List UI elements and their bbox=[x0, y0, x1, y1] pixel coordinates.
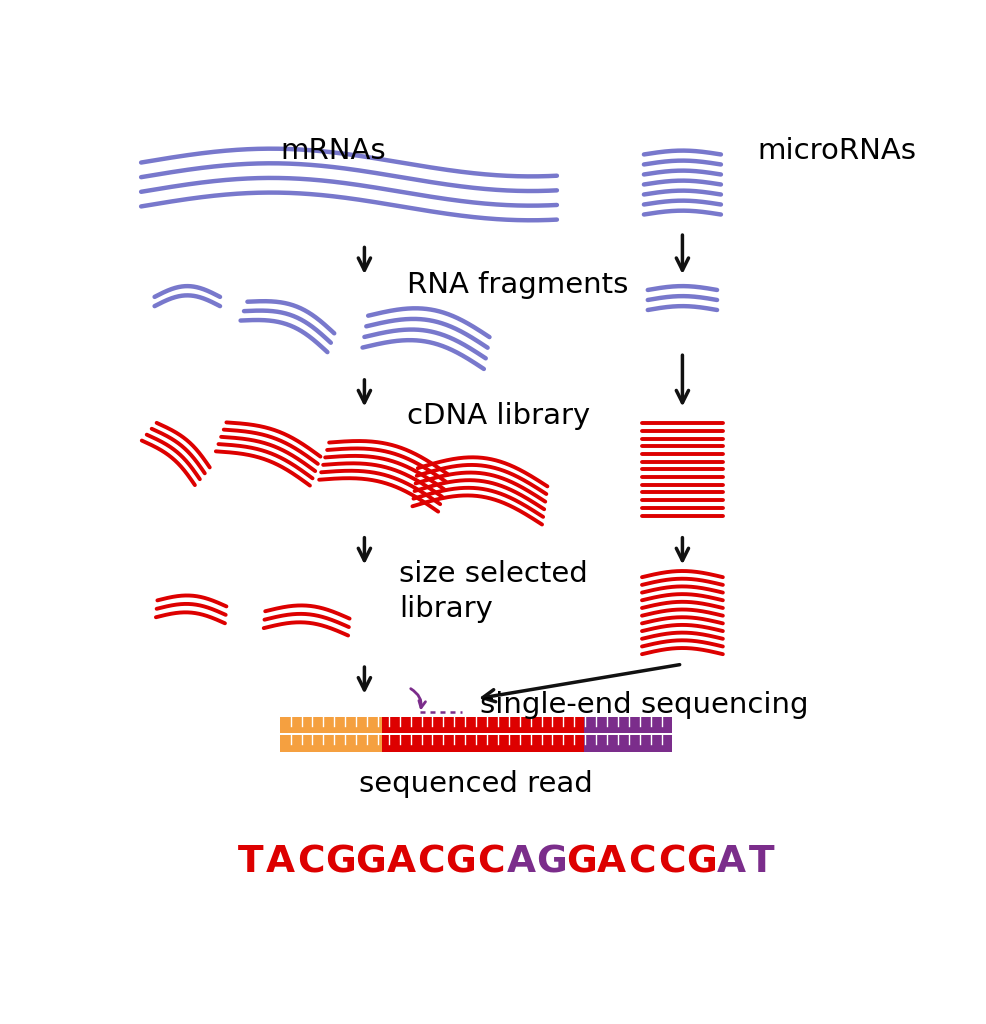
Text: C: C bbox=[477, 844, 505, 880]
Text: T: T bbox=[238, 844, 263, 880]
Bar bbox=[383, 717, 584, 733]
Text: C: C bbox=[658, 844, 685, 880]
Bar bbox=[280, 735, 383, 752]
Text: A: A bbox=[387, 844, 415, 880]
Text: G: G bbox=[535, 844, 567, 880]
Text: mRNAs: mRNAs bbox=[281, 137, 387, 165]
Text: G: G bbox=[686, 844, 717, 880]
Text: A: A bbox=[507, 844, 535, 880]
Bar bbox=[584, 735, 672, 752]
Text: A: A bbox=[717, 844, 746, 880]
Text: cDNA library: cDNA library bbox=[407, 401, 590, 430]
Text: single-end sequencing: single-end sequencing bbox=[480, 691, 809, 719]
Text: C: C bbox=[628, 844, 655, 880]
Text: sequenced read: sequenced read bbox=[359, 770, 593, 798]
Text: G: G bbox=[325, 844, 356, 880]
Text: RNA fragments: RNA fragments bbox=[407, 270, 628, 299]
Text: C: C bbox=[297, 844, 324, 880]
Bar bbox=[584, 717, 672, 733]
Text: G: G bbox=[446, 844, 476, 880]
Text: microRNAs: microRNAs bbox=[757, 137, 916, 165]
Bar bbox=[383, 735, 584, 752]
Text: C: C bbox=[417, 844, 445, 880]
Text: T: T bbox=[749, 844, 775, 880]
Bar bbox=[280, 717, 383, 733]
Text: size selected
library: size selected library bbox=[399, 560, 588, 623]
Text: G: G bbox=[355, 844, 387, 880]
Text: A: A bbox=[266, 844, 295, 880]
Text: A: A bbox=[597, 844, 626, 880]
Text: G: G bbox=[566, 844, 597, 880]
